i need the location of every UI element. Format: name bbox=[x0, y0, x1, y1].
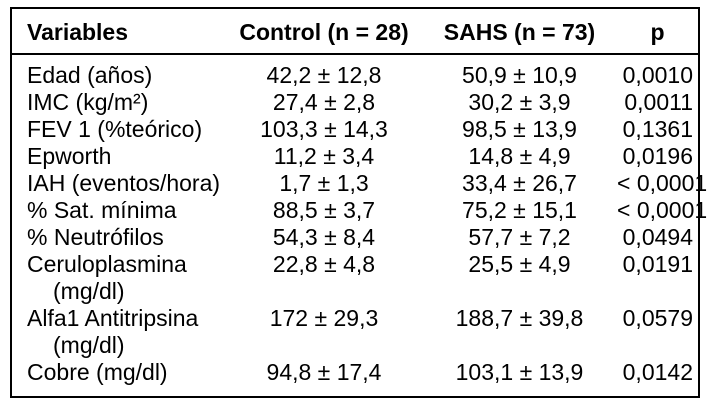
variable-cell: FEV 1 (%teórico) bbox=[12, 116, 226, 143]
table-row: Edad (años) 42,2 ± 12,8 50,9 ± 10,9 0,00… bbox=[12, 62, 698, 89]
column-header-sahs: SAHS (n = 73) bbox=[443, 18, 596, 45]
control-value-cell: 11,2 ± 3,4 bbox=[273, 143, 375, 169]
variable-cell: % Sat. mínima bbox=[12, 197, 226, 224]
table-row: IAH (eventos/hora) 1,7 ± 1,3 33,4 ± 26,7… bbox=[12, 170, 707, 197]
table-row: IMC (kg/m²) 27,4 ± 2,8 30,2 ± 3,9 0,0011 bbox=[12, 89, 698, 116]
sahs-value-cell: 75,2 ± 15,1 bbox=[462, 197, 577, 223]
p-value-cell: 0,0196 bbox=[622, 143, 693, 169]
column-header-variables: Variables bbox=[27, 18, 129, 45]
control-value-cell: 103,3 ± 14,3 bbox=[260, 116, 388, 142]
sahs-value-cell: 57,7 ± 7,2 bbox=[468, 224, 571, 250]
variable-name: FEV 1 (%teórico) bbox=[27, 116, 203, 142]
table-row: Alfa1 Antitripsina (mg/dl) 172 ± 29,3 18… bbox=[12, 305, 698, 359]
control-value-cell: 22,8 ± 4,8 bbox=[272, 251, 376, 277]
table-row: FEV 1 (%teórico) 103,3 ± 14,3 98,5 ± 13,… bbox=[12, 116, 698, 143]
statistics-table: Variables Control (n = 28) SAHS (n = 73)… bbox=[10, 7, 707, 398]
table-row: Ceruloplasmina (mg/dl) 22,8 ± 4,8 25,5 ±… bbox=[12, 251, 698, 305]
control-value-cell: 94,8 ± 17,4 bbox=[266, 359, 382, 385]
variable-name: Epworth bbox=[27, 143, 112, 169]
p-value-cell: 0,0010 bbox=[622, 62, 693, 88]
control-value-cell: 1,7 ± 1,3 bbox=[279, 170, 369, 196]
variable-cell: Epworth bbox=[12, 143, 226, 170]
table-body: Edad (años) 42,2 ± 12,8 50,9 ± 10,9 0,00… bbox=[12, 55, 707, 386]
table-row: % Neutrófilos 54,3 ± 8,4 57,7 ± 7,2 0,04… bbox=[12, 224, 698, 251]
variable-name: IAH (eventos/hora) bbox=[27, 170, 221, 196]
variable-name: IMC (kg/m²) bbox=[27, 89, 149, 115]
sahs-value-cell: 33,4 ± 26,7 bbox=[462, 170, 577, 196]
p-value-cell: 0,0142 bbox=[622, 359, 693, 385]
sahs-value-cell: 25,5 ± 4,9 bbox=[468, 251, 571, 277]
sahs-value-cell: 30,2 ± 3,9 bbox=[468, 89, 571, 115]
sahs-value-cell: 50,9 ± 10,9 bbox=[462, 62, 577, 88]
table-row: Epworth 11,2 ± 3,4 14,8 ± 4,9 0,0196 bbox=[12, 143, 698, 170]
table-row: Cobre (mg/dl) 94,8 ± 17,4 103,1 ± 13,9 0… bbox=[12, 359, 698, 386]
control-value-cell: 42,2 ± 12,8 bbox=[266, 62, 382, 88]
sahs-value-cell: 188,7 ± 39,8 bbox=[455, 305, 584, 331]
table-row: % Sat. mínima 88,5 ± 3,7 75,2 ± 15,1 < 0… bbox=[12, 197, 707, 224]
variable-cell: % Neutrófilos bbox=[12, 224, 226, 251]
sahs-value-cell: 14,8 ± 4,9 bbox=[468, 143, 571, 169]
sahs-value-cell: 103,1 ± 13,9 bbox=[455, 359, 584, 385]
variable-name: % Neutrófilos bbox=[27, 224, 164, 250]
column-header-control: Control (n = 28) bbox=[239, 18, 409, 45]
variable-cell: Cobre (mg/dl) bbox=[12, 359, 226, 386]
variable-unit: (mg/dl) bbox=[53, 332, 125, 358]
sahs-value-cell: 98,5 ± 13,9 bbox=[462, 116, 577, 142]
variable-cell: Alfa1 Antitripsina (mg/dl) bbox=[12, 305, 226, 359]
variable-name: Ceruloplasmina bbox=[27, 251, 187, 277]
variable-cell: IAH (eventos/hora) bbox=[12, 170, 226, 197]
variable-name: Edad (años) bbox=[27, 62, 153, 88]
variable-cell: Ceruloplasmina (mg/dl) bbox=[12, 251, 226, 305]
variable-cell: Edad (años) bbox=[12, 62, 226, 89]
variable-cell: IMC (kg/m²) bbox=[12, 89, 226, 116]
variable-name: % Sat. mínima bbox=[27, 197, 177, 223]
control-value-cell: 88,5 ± 3,7 bbox=[272, 197, 376, 223]
p-value-cell: 0,0494 bbox=[622, 224, 693, 250]
control-value-cell: 54,3 ± 8,4 bbox=[272, 224, 376, 250]
variable-name: Alfa1 Antitripsina bbox=[27, 305, 199, 331]
control-value-cell: 172 ± 29,3 bbox=[269, 305, 379, 331]
p-value-cell: < 0,0001 bbox=[617, 197, 708, 223]
p-value-cell: 0,0011 bbox=[624, 89, 693, 115]
variable-name: Cobre (mg/dl) bbox=[27, 359, 168, 385]
control-value-cell: 27,4 ± 2,8 bbox=[272, 89, 376, 115]
p-value-cell: 0,1361 bbox=[622, 116, 693, 142]
p-value-cell: < 0,0001 bbox=[617, 170, 708, 196]
table-header-row: Variables Control (n = 28) SAHS (n = 73)… bbox=[12, 9, 698, 55]
column-header-p: p bbox=[650, 18, 665, 45]
p-value-cell: 0,0579 bbox=[622, 305, 693, 331]
variable-unit: (mg/dl) bbox=[53, 278, 125, 304]
p-value-cell: 0,0191 bbox=[622, 251, 693, 277]
